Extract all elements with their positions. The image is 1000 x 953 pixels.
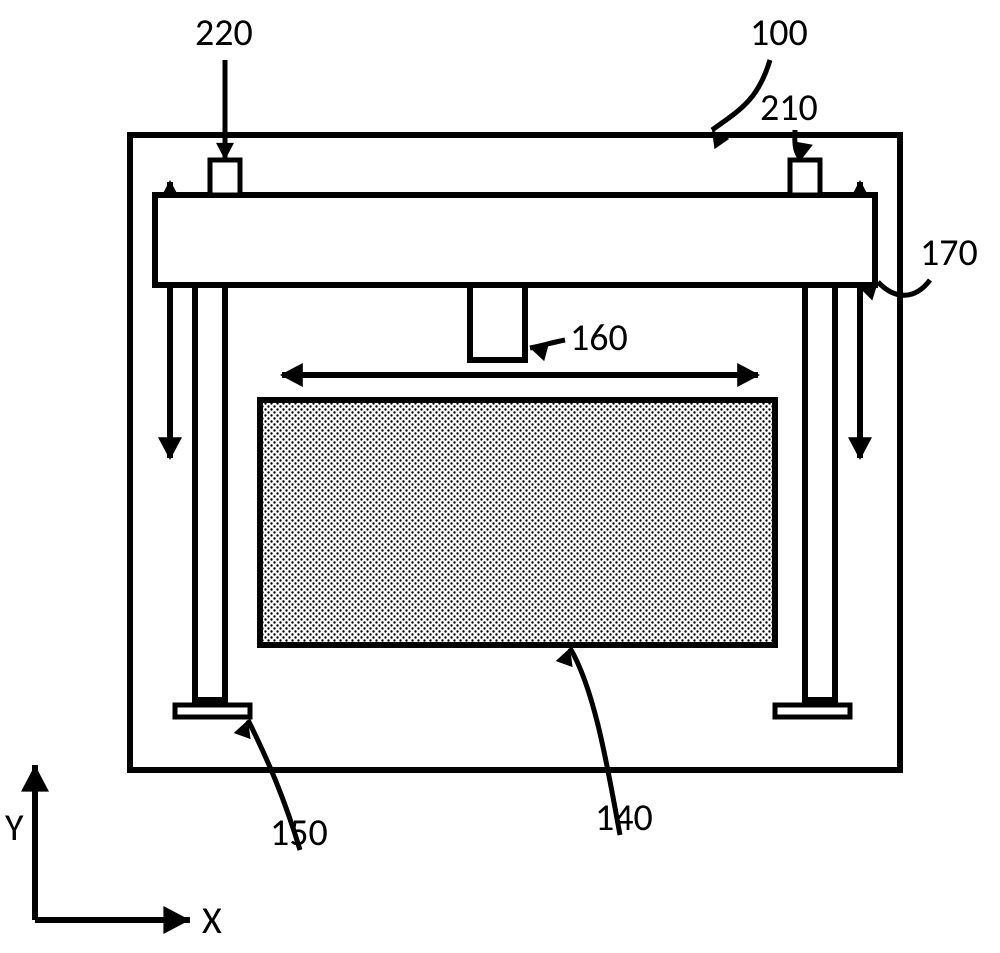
callout-150: 150 xyxy=(270,810,328,856)
diagram-svg xyxy=(0,0,1000,953)
top-beam xyxy=(155,195,875,285)
right-rail xyxy=(805,285,835,700)
callout-210: 210 xyxy=(760,85,818,131)
callout-160: 160 xyxy=(570,315,628,361)
powder-bed xyxy=(260,400,775,645)
axis-label-y: Y xyxy=(5,805,24,851)
callout-140: 140 xyxy=(595,795,653,841)
callout-170: 170 xyxy=(920,230,978,276)
right-foot xyxy=(775,705,850,717)
diagram-stage: 100 210 170 220 160 140 150 Y X xyxy=(0,0,1000,953)
left-foot xyxy=(175,705,250,717)
tool-head xyxy=(470,285,525,360)
right-notch xyxy=(790,160,820,195)
left-notch xyxy=(210,160,240,195)
callout-220: 220 xyxy=(195,10,253,56)
callout-100: 100 xyxy=(750,10,808,56)
left-rail xyxy=(195,285,225,700)
axis-label-x: X xyxy=(202,898,222,944)
